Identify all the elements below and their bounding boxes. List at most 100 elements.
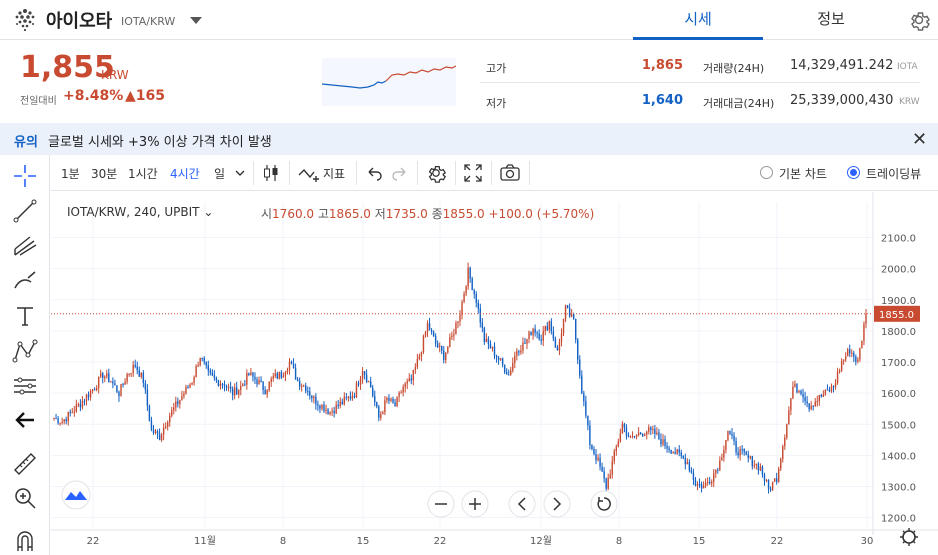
candlestick-chart[interactable]: 1200.0 1300.0 1400.0 1500.0 1600.0 1700.0 1800… xyxy=(51,192,938,555)
candle-body xyxy=(201,357,203,359)
interval-4h[interactable]: 4시간 xyxy=(170,167,200,181)
candle-body xyxy=(406,381,408,384)
candle-body xyxy=(386,397,388,401)
toolbar-divider xyxy=(417,161,418,185)
candle-body xyxy=(674,452,676,454)
candle-body xyxy=(254,376,256,380)
candle-body xyxy=(564,305,567,319)
candle-body xyxy=(625,427,628,436)
axis-settings-icon-spokes xyxy=(900,528,918,546)
tab-quote[interactable]: 시세 xyxy=(633,0,763,40)
candle-body xyxy=(830,386,833,392)
ruler-icon[interactable] xyxy=(10,449,40,479)
pitchfork-icon[interactable] xyxy=(10,231,40,261)
candle-body xyxy=(309,391,311,396)
brush-icon[interactable] xyxy=(10,266,40,296)
candle-body xyxy=(374,395,376,403)
candle-body xyxy=(235,387,238,395)
pattern-icon[interactable] xyxy=(10,336,40,366)
interval-30m[interactable]: 30분 xyxy=(91,167,118,181)
back-arrow-icon[interactable] xyxy=(10,405,40,435)
scroll-right-icon xyxy=(553,497,562,511)
candle-body xyxy=(556,347,559,351)
legend-symbol[interactable]: IOTA/KRW, 240, UPBIT xyxy=(67,205,200,219)
measure-lines-icon[interactable] xyxy=(10,371,40,401)
candle-body xyxy=(160,434,163,441)
candle-body xyxy=(266,390,268,395)
undo-icon[interactable] xyxy=(365,164,383,182)
interval-1h[interactable]: 1시간 xyxy=(128,167,158,181)
basic-chart-label[interactable]: 기본 차트 xyxy=(779,167,827,181)
dropdown-caret-icon[interactable] xyxy=(190,17,202,24)
candle-body xyxy=(382,412,384,415)
candle-body xyxy=(343,396,346,405)
candle-body xyxy=(57,418,59,424)
candle-body xyxy=(688,461,691,471)
candle-body xyxy=(300,385,303,387)
mini-sparkline xyxy=(322,58,456,106)
interval-day[interactable]: 일 xyxy=(214,167,226,181)
candle-body xyxy=(416,358,419,368)
scroll-left-button[interactable] xyxy=(508,490,536,518)
chart-settings-icon[interactable] xyxy=(425,162,447,184)
chart-legend-title[interactable]: IOTA/KRW, 240, UPBIT ⌄ xyxy=(67,205,213,219)
candle-body xyxy=(477,302,479,309)
candle-body xyxy=(142,372,145,384)
candle-body xyxy=(256,379,258,385)
redo-icon[interactable] xyxy=(391,164,409,182)
x-tick-label: 30 xyxy=(861,536,874,547)
candle-body xyxy=(95,388,98,390)
candle-body xyxy=(650,427,652,430)
crosshair-icon[interactable] xyxy=(10,161,40,191)
chart-toolbar: 1분 30분 1시간 4시간 일 지표 기본 차트 트레이딩뷰 xyxy=(51,155,938,191)
candle-body xyxy=(418,356,421,359)
candle-body xyxy=(745,452,747,455)
tradingview-logo-icon xyxy=(61,480,91,510)
text-tool-icon[interactable] xyxy=(10,301,40,331)
candle-body xyxy=(317,404,319,406)
candle-body xyxy=(329,412,331,414)
chevron-down-icon[interactable]: ⌄ xyxy=(199,205,214,219)
candle-body xyxy=(73,411,76,413)
candle-body xyxy=(248,373,250,375)
reset-view-button[interactable] xyxy=(590,490,618,518)
candle-body xyxy=(550,321,553,332)
candle-body xyxy=(294,368,297,380)
chevron-down-icon[interactable] xyxy=(234,168,246,178)
scroll-right-button[interactable] xyxy=(543,490,571,518)
notice-tag: 유의 xyxy=(14,135,38,150)
candle-style-icon[interactable] xyxy=(261,163,281,183)
candle-body xyxy=(140,372,143,377)
candle-body xyxy=(264,389,266,395)
candle-body xyxy=(471,278,473,291)
candle-body xyxy=(404,383,406,387)
indicator-button[interactable]: 지표 xyxy=(323,167,346,181)
fullscreen-icon[interactable] xyxy=(463,163,483,183)
tab-info[interactable]: 정보 xyxy=(817,10,845,28)
x-tick-label: 8 xyxy=(616,536,622,547)
price-chart[interactable]: 1200.0 1300.0 1400.0 1500.0 1600.0 1700.0 1800… xyxy=(51,192,938,555)
candle-body xyxy=(106,373,108,377)
candle-body xyxy=(508,374,510,376)
candle-body xyxy=(388,397,390,401)
interval-1m[interactable]: 1분 xyxy=(61,167,80,181)
candle-body xyxy=(443,350,445,361)
candle-body xyxy=(276,373,279,379)
candle-body xyxy=(544,326,546,332)
indicator-icon[interactable] xyxy=(297,163,321,183)
settings-gear-icon[interactable] xyxy=(907,8,931,32)
magnet-icon[interactable] xyxy=(10,525,40,555)
close-icon[interactable]: ✕ xyxy=(912,129,928,150)
camera-icon[interactable] xyxy=(499,163,521,183)
candle-body xyxy=(682,455,685,459)
coin-name[interactable]: 아이오타 xyxy=(46,11,113,32)
radio-basic-chart[interactable] xyxy=(760,166,773,179)
candle-body xyxy=(623,423,626,428)
zoom-icon[interactable] xyxy=(10,483,40,513)
trend-line-icon[interactable] xyxy=(10,196,40,226)
candle-body xyxy=(298,380,301,387)
x-tick-label: 15 xyxy=(693,536,706,547)
tradingview-logo-mark xyxy=(65,491,87,500)
radio-tradingview[interactable] xyxy=(847,166,860,179)
tradingview-label[interactable]: 트레이딩뷰 xyxy=(866,167,922,181)
